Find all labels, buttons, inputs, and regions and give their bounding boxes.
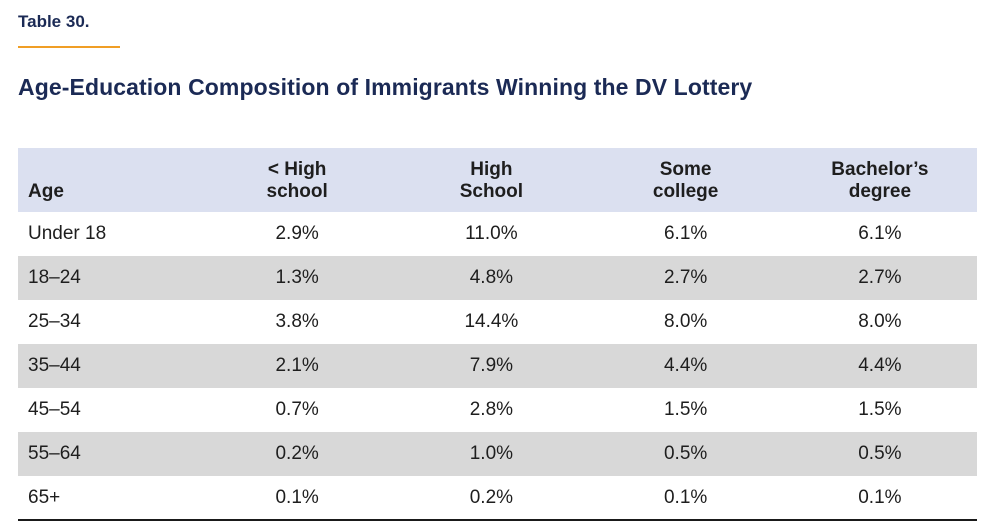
value-cell: 1.3% — [275, 267, 319, 288]
age-cell: 45–54 — [28, 399, 81, 420]
value-cell: 0.5% — [663, 443, 708, 464]
value-cell: 2.9% — [275, 223, 319, 244]
table-row: 55–64 0.2% 1.0% 0.5% 0.5% — [18, 432, 977, 476]
age-education-table: Age < High school High School Some colle… — [18, 148, 977, 521]
value-cell: 14.4% — [464, 311, 519, 332]
header-line: < High — [267, 159, 327, 180]
table-header: Age < High school High School Some colle… — [18, 148, 977, 212]
header-less-than-high-school: < High school — [200, 148, 394, 212]
value-cell: 2.7% — [663, 267, 708, 288]
header-line: degree — [848, 181, 912, 202]
header-high-school: High School — [394, 148, 588, 212]
header-age: Age — [18, 148, 200, 212]
table-title: Age-Education Composition of Immigrants … — [18, 74, 753, 100]
table-number-label: Table 30. — [18, 12, 90, 31]
value-cell: 4.4% — [663, 355, 708, 376]
table-row: 45–54 0.7% 2.8% 1.5% 1.5% — [18, 388, 977, 432]
header-line: School — [459, 181, 524, 202]
value-cell: 0.5% — [858, 443, 902, 464]
value-cell: 11.0% — [465, 223, 518, 244]
value-cell: 6.1% — [663, 223, 708, 244]
age-cell: 18–24 — [28, 267, 81, 288]
value-cell: 2.7% — [858, 267, 902, 288]
value-cell: 0.1% — [663, 486, 708, 508]
value-cell: 4.4% — [858, 355, 902, 376]
value-cell: 0.1% — [858, 486, 902, 508]
age-cell: Under 18 — [28, 223, 107, 244]
age-cell: 25–34 — [28, 311, 81, 332]
value-cell: 3.8% — [275, 311, 319, 332]
age-cell: 55–64 — [28, 443, 81, 464]
header-bachelors-degree: Bachelor’s degree — [783, 148, 977, 212]
age-cell: 35–44 — [28, 355, 81, 376]
age-cell: 65+ — [28, 486, 61, 508]
value-cell: 1.5% — [858, 399, 902, 420]
table-body: Under 18 2.9% 11.0% 6.1% 6.1% 18–24 1.3% 4.8% 2.… — [18, 212, 977, 520]
value-cell: 8.0% — [663, 311, 708, 332]
value-cell: 1.5% — [663, 399, 708, 420]
value-cell: 0.1% — [275, 486, 319, 508]
header-some-college: Some college — [589, 148, 783, 212]
table-row: Under 18 2.9% 11.0% 6.1% 6.1% — [18, 212, 977, 256]
value-cell: 0.7% — [275, 399, 319, 420]
value-cell: 7.9% — [469, 355, 514, 376]
value-cell: 2.8% — [469, 399, 514, 420]
value-cell: 4.8% — [469, 267, 514, 288]
value-cell: 1.0% — [469, 443, 514, 464]
header-line: Some — [659, 159, 712, 180]
header-line: Age — [28, 181, 64, 202]
table-row: 35–44 2.1% 7.9% 4.4% 4.4% — [18, 344, 977, 388]
table-row: 65+ 0.1% 0.2% 0.1% 0.1% — [18, 476, 977, 520]
header-line: school — [266, 181, 328, 202]
header-line: High — [470, 159, 513, 180]
value-cell: 0.2% — [275, 443, 319, 464]
header-row: Age < High school High School Some colle… — [18, 148, 977, 212]
header-line: Bachelor’s — [831, 159, 929, 180]
value-cell: 2.1% — [275, 355, 319, 376]
table-row: 18–24 1.3% 4.8% 2.7% 2.7% — [18, 256, 977, 300]
value-cell: 6.1% — [858, 223, 902, 244]
value-cell: 8.0% — [858, 311, 902, 332]
table-row: 25–34 3.8% 14.4% 8.0% 8.0% — [18, 300, 977, 344]
value-cell: 0.2% — [469, 486, 514, 508]
accent-underline — [18, 46, 120, 48]
header-line: college — [652, 181, 719, 202]
